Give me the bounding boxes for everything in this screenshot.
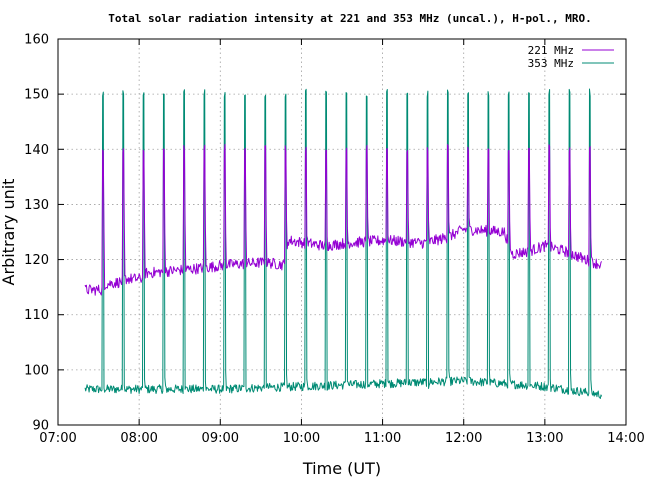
x-tick-label: 10:00 xyxy=(283,431,320,446)
x-tick-label: 07:00 xyxy=(39,431,76,446)
x-tick-label: 14:00 xyxy=(607,431,644,446)
legend-label: 353 MHz xyxy=(528,57,574,70)
axis-ticks: 07:00 08:00 09:00 10:00 11:00 12:00 13:00 14:00… xyxy=(24,33,645,447)
y-tick-label: 100 xyxy=(24,363,49,378)
plot-frame xyxy=(57,38,627,426)
x-tick-label: 12:00 xyxy=(445,431,482,446)
x-tick-label: 09:00 xyxy=(202,431,239,446)
series-line-353-mhz xyxy=(84,88,603,400)
y-tick-label: 120 xyxy=(24,253,49,268)
series-line-221-mhz xyxy=(84,143,603,296)
legend-label: 221 MHz xyxy=(528,44,574,57)
y-axis-label: Arbitrary unit xyxy=(0,179,18,286)
series-layer xyxy=(84,88,603,400)
y-tick-label: 140 xyxy=(24,143,49,158)
x-tick-label: 08:00 xyxy=(120,431,157,446)
y-tick-label: 160 xyxy=(24,33,49,48)
y-tick-label: 130 xyxy=(24,198,49,213)
x-axis-label: Time (UT) xyxy=(302,459,381,478)
chart-title: Total solar radiation intensity at 221 a… xyxy=(108,12,591,25)
x-tick-label: 13:00 xyxy=(526,431,563,446)
gridlines xyxy=(58,39,626,425)
y-tick-label: 110 xyxy=(24,308,49,323)
x-tick-label: 11:00 xyxy=(364,431,401,446)
y-tick-label: 150 xyxy=(24,88,49,103)
y-tick-label: 90 xyxy=(32,419,49,434)
